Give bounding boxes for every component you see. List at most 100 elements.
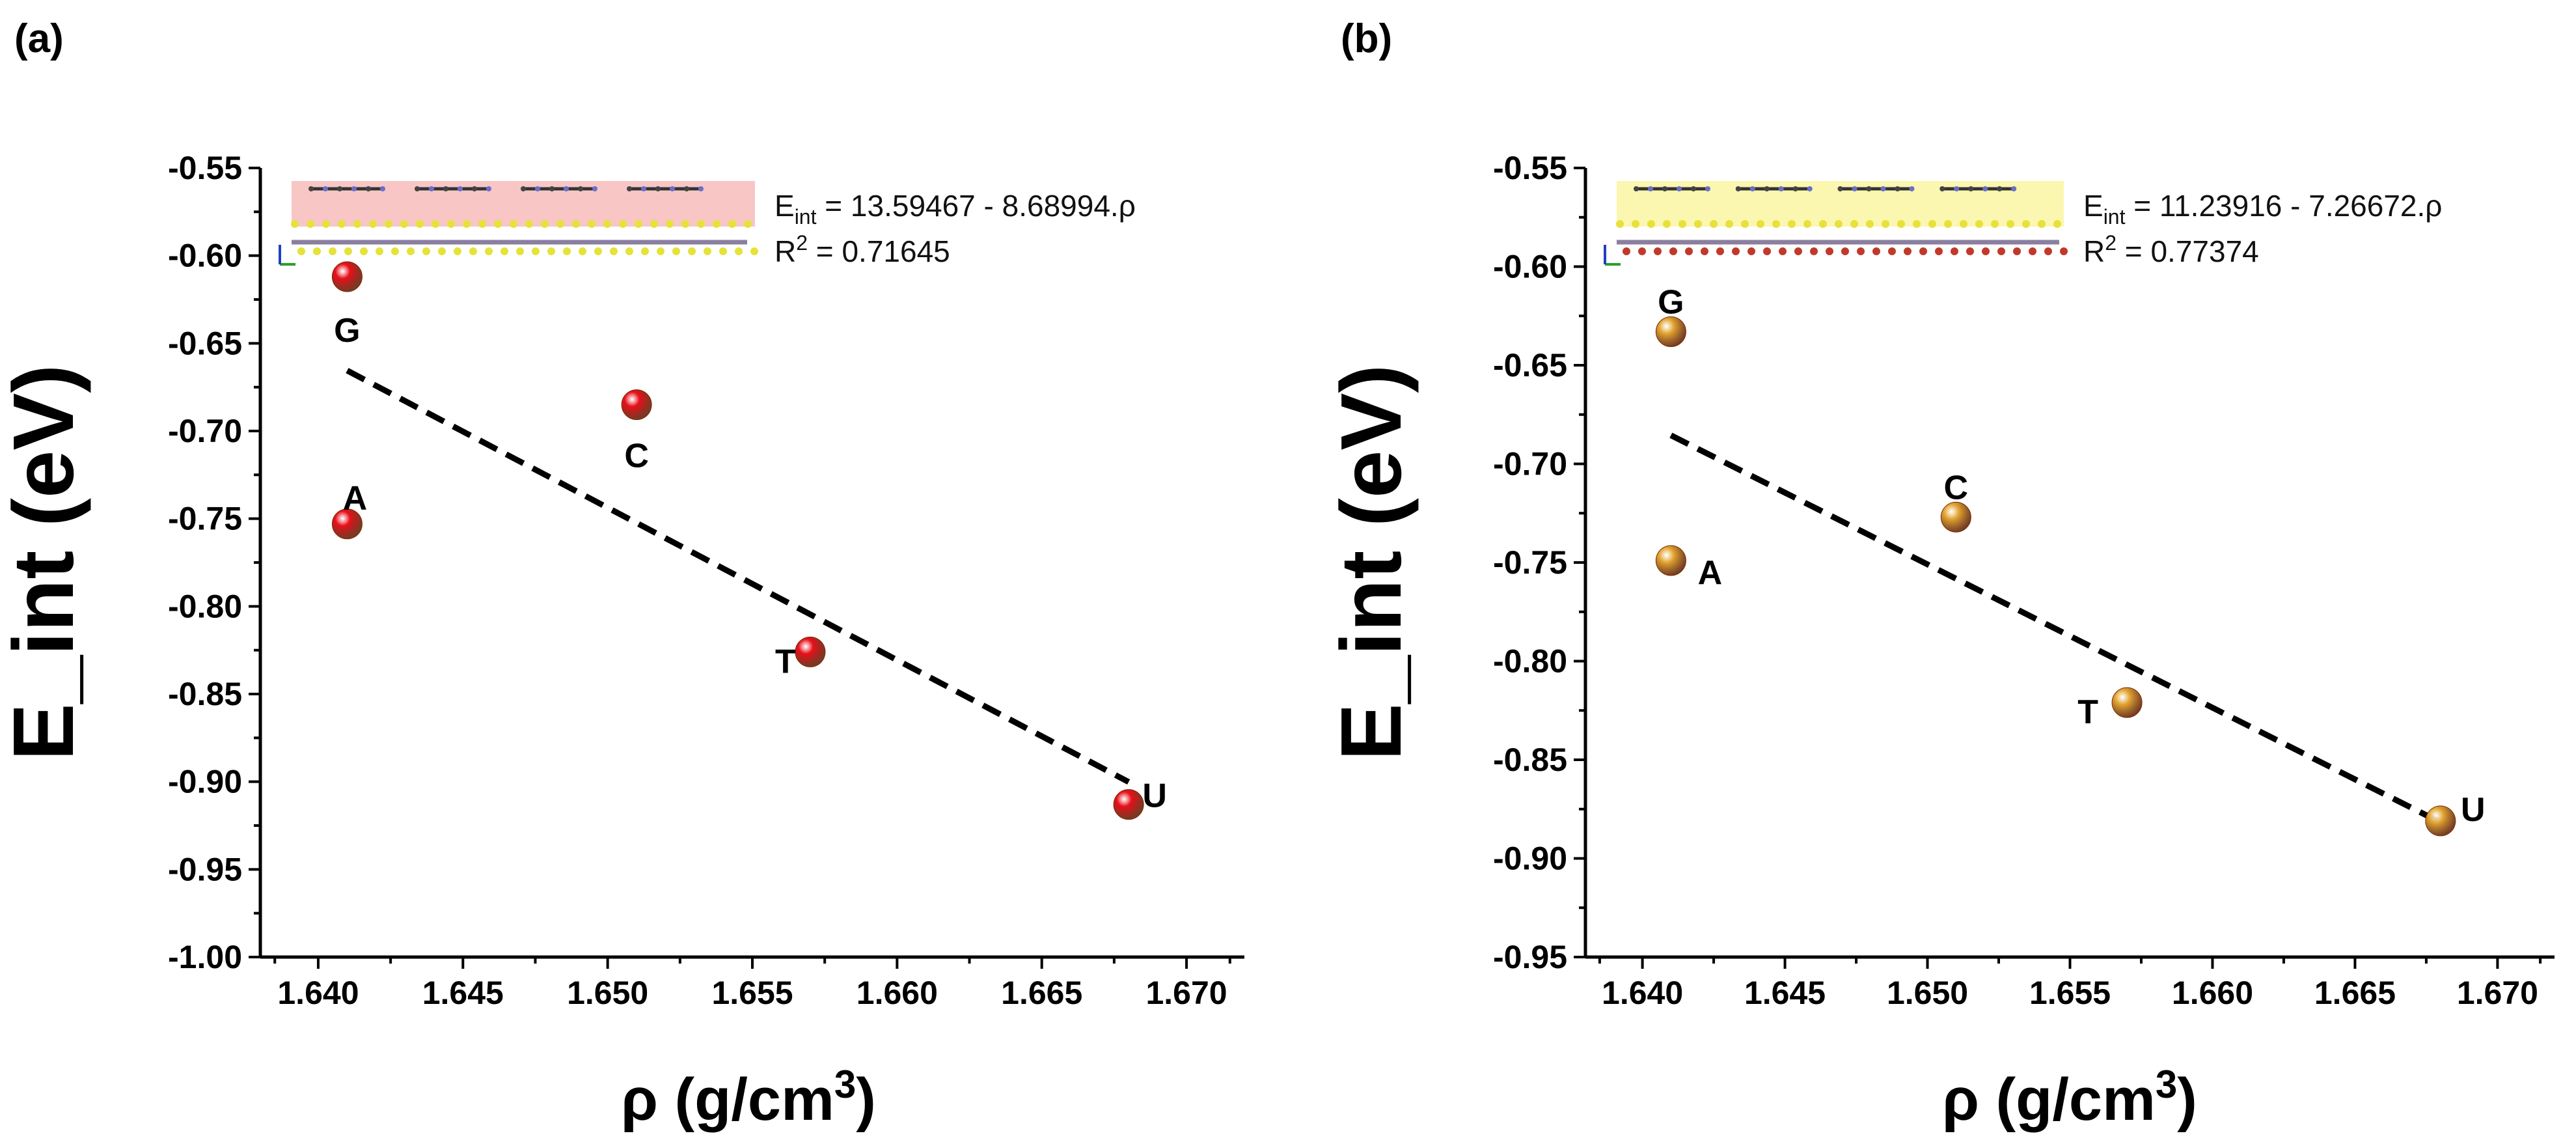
r-squared: R2 = 0.77374 <box>2083 231 2259 268</box>
atom-icon <box>1788 220 1796 228</box>
y-tick-label: -0.95 <box>168 851 242 887</box>
atom-icon <box>1763 247 1771 255</box>
y-tick-label: -0.85 <box>168 676 242 712</box>
point-label: U <box>1142 777 1167 815</box>
atom-icon <box>579 247 586 255</box>
atom-icon <box>1991 220 1999 228</box>
x-tick-label: 1.645 <box>422 975 504 1011</box>
data-point <box>621 389 652 421</box>
atom-icon <box>1982 247 1990 255</box>
atom-icon <box>463 220 471 228</box>
atom-icon <box>1654 247 1662 255</box>
y-axis-title: E_int (eV) <box>1323 365 1419 761</box>
atom-icon <box>713 220 720 228</box>
atom-icon <box>429 186 434 191</box>
atom-icon <box>1677 186 1682 191</box>
x-axis-title-close: ) <box>2177 1066 2197 1133</box>
point-label: A <box>1698 554 1723 592</box>
atom-icon <box>1966 247 1974 255</box>
atom-icon <box>535 186 540 191</box>
atom-icon <box>744 220 752 228</box>
atom-icon <box>728 220 736 228</box>
atom-icon <box>1663 220 1671 228</box>
fit-equation: Eint = 11.23916 - 7.26672.ρ <box>2083 189 2442 229</box>
y-tick-label: -0.65 <box>1493 347 1567 383</box>
atom-icon <box>2053 220 2061 228</box>
x-axis-title-close: ) <box>856 1066 876 1133</box>
data-point <box>2111 687 2143 718</box>
fit-equation-sub: int <box>2103 205 2126 229</box>
atom-icon <box>572 220 580 228</box>
atom-icon <box>525 220 533 228</box>
fit-equation-prefix: E <box>774 189 795 223</box>
atom-icon <box>1968 186 1974 191</box>
atom-icon <box>625 247 633 255</box>
atom-icon <box>1888 247 1896 255</box>
atom-icon <box>1837 186 1843 191</box>
x-tick-label: 1.665 <box>2314 975 2396 1011</box>
atom-icon <box>688 247 696 255</box>
atom-icon <box>297 247 305 255</box>
atom-icon <box>672 247 680 255</box>
atom-icon <box>750 247 758 255</box>
y-tick-label: -0.70 <box>168 413 242 449</box>
chart-panel-a: (a) -1.00 -0.95 -0.90 -0.85 -0.80 -0.75 -0.70 -0… <box>0 16 1244 1133</box>
atom-icon <box>610 247 618 255</box>
point-label: C <box>624 438 649 475</box>
atom-icon <box>719 247 727 255</box>
atom-icon <box>376 247 383 255</box>
atom-icon <box>500 247 508 255</box>
atom-icon <box>1792 186 1798 191</box>
y-tick-label: -0.55 <box>168 150 242 186</box>
atom-icon <box>1841 247 1849 255</box>
atom-icon <box>329 247 336 255</box>
atom-icon <box>2007 220 2014 228</box>
atom-icon <box>1909 186 1915 191</box>
atom-icon <box>1616 220 1624 228</box>
atom-icon <box>1691 186 1696 191</box>
fit-equation: Eint = 13.59467 - 8.68994.ρ <box>774 189 1136 229</box>
x-axis-title-main: ρ (g/cm <box>621 1066 834 1133</box>
data-point <box>1940 501 1971 533</box>
atom-icon <box>1803 220 1811 228</box>
atom-icon <box>532 247 540 255</box>
atom-icon <box>2038 220 2046 228</box>
atom-icon <box>541 220 549 228</box>
atom-icon <box>655 186 661 191</box>
atom-icon <box>478 220 486 228</box>
atom-icon <box>592 186 597 191</box>
atom-icon <box>1997 247 2005 255</box>
atom-icon <box>670 186 675 191</box>
atom-icon <box>1716 247 1724 255</box>
data-point <box>795 636 826 667</box>
atom-icon <box>416 220 424 228</box>
atom-icon <box>698 186 704 191</box>
atom-icon <box>666 220 674 228</box>
atom-icon <box>1897 220 1905 228</box>
atom-icon <box>1954 186 1960 191</box>
atom-icon <box>1648 186 1653 191</box>
atom-icon <box>1794 247 1802 255</box>
atom-icon <box>385 220 392 228</box>
atom-icon <box>1623 247 1630 255</box>
atom-icon <box>438 247 446 255</box>
chart-panel-b: (b) -0.95 -0.90 -0.85 -0.80 -0.75 -0.70 -0.65 -0… <box>1323 16 2555 1133</box>
atom-icon <box>337 186 342 191</box>
r-squared-prefix: R <box>774 234 796 268</box>
atom-icon <box>369 220 377 228</box>
atom-icon <box>650 220 658 228</box>
atom-icon <box>564 186 569 191</box>
atom-icon <box>684 186 689 191</box>
atom-icon <box>1694 220 1702 228</box>
r-squared: R2 = 0.71645 <box>774 231 950 268</box>
data-point <box>1655 545 1686 576</box>
atom-icon <box>472 186 477 191</box>
atom-icon <box>1880 186 1886 191</box>
atom-icon <box>1662 186 1667 191</box>
y-tick-label: -0.60 <box>1493 249 1567 285</box>
atom-icon <box>1778 186 1784 191</box>
atom-icon <box>469 247 477 255</box>
point-label: G <box>334 312 360 350</box>
x-tick-label: 1.670 <box>1145 975 1227 1011</box>
atom-icon <box>2013 247 2021 255</box>
